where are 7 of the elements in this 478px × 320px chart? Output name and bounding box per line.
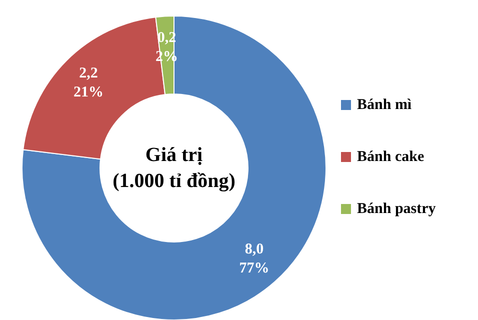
legend-label: Bánh mì: [357, 97, 412, 113]
donut-slice: [22, 16, 326, 320]
text: Giá trị (1.000 tỉ đồng): [112, 144, 236, 192]
data-label: 2,2 21%: [73, 65, 104, 100]
data-label: 8,0 77%: [239, 242, 270, 277]
legend-label: Bánh cake: [357, 149, 424, 165]
legend-label: Bánh pastry: [357, 201, 436, 217]
